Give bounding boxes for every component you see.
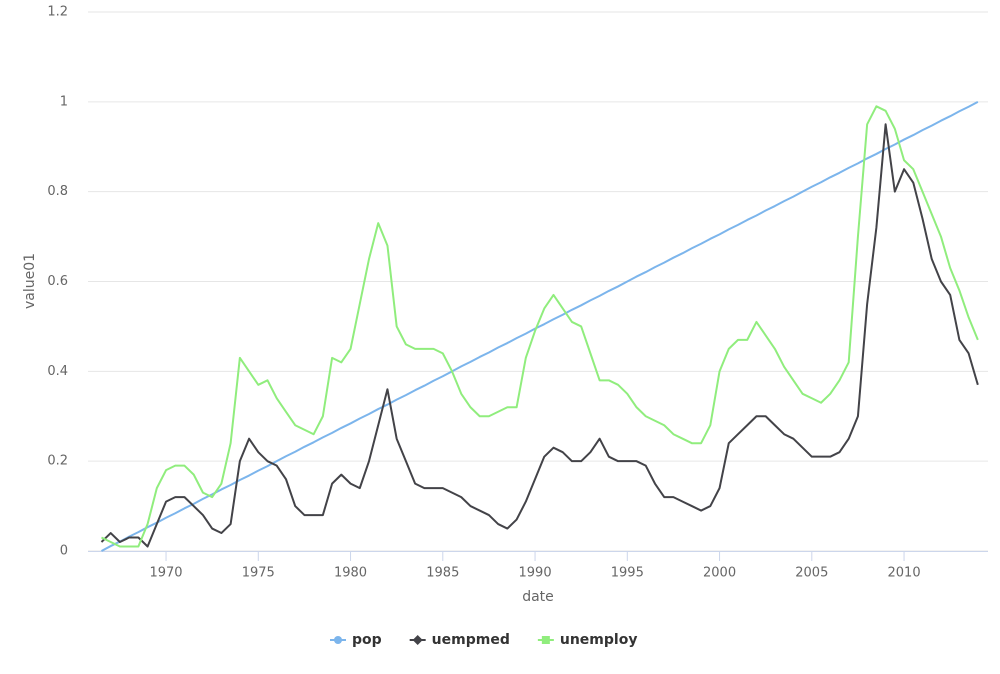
y-tick-label: 1 [60, 94, 68, 109]
y-tick-label: 0.8 [47, 184, 68, 199]
x-tick-label: 2005 [795, 566, 828, 581]
x-tick-label: 1990 [519, 566, 552, 581]
legend-label: pop [352, 632, 382, 648]
legend-item[interactable]: unemploy [537, 632, 638, 648]
legend-label: uempmed [432, 632, 510, 648]
legend-marker [541, 636, 550, 644]
legend-item[interactable]: uempmed [409, 632, 510, 648]
x-tick-label: 1970 [149, 566, 182, 581]
y-tick-label: 0 [60, 544, 68, 559]
legend-marker [334, 636, 342, 644]
x-tick-label: 2000 [703, 566, 736, 581]
y-tick-label: 0.6 [47, 274, 68, 289]
x-axis-title: date [522, 589, 554, 605]
y-tick-label: 0.4 [47, 364, 68, 379]
y-axis-title: value01 [22, 253, 38, 309]
series-line [100, 123, 979, 548]
x-tick-label: 2010 [888, 566, 921, 581]
y-tick-label: 0.2 [47, 454, 68, 469]
series-line [100, 100, 979, 552]
legend-item[interactable]: pop [330, 632, 382, 648]
x-tick-label: 1975 [242, 566, 275, 581]
legend-marker [412, 635, 423, 645]
x-tick-label: 1980 [334, 566, 367, 581]
x-tick-label: 1995 [611, 566, 644, 581]
y-tick-label: 1.2 [47, 5, 68, 20]
legend: pop uempmed unemploy [330, 632, 637, 648]
series-line [101, 105, 979, 548]
legend-label: unemploy [560, 632, 638, 648]
x-tick-label: 1985 [426, 566, 459, 581]
